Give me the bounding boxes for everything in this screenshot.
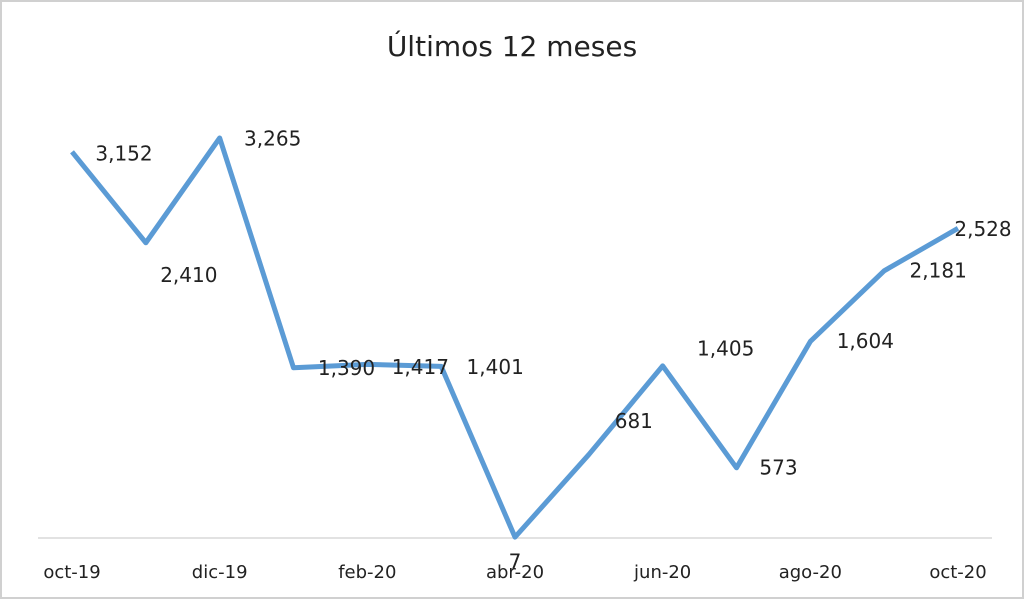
data-label: 7 (509, 550, 522, 574)
x-tick-label: oct-19 (43, 562, 100, 583)
data-label: 573 (759, 455, 797, 479)
x-tick-label: dic-19 (192, 562, 248, 583)
x-tick-label: ago-20 (779, 562, 842, 583)
x-tick-label: feb-20 (338, 562, 396, 583)
data-label: 681 (615, 409, 653, 433)
x-tick-label: oct-20 (929, 562, 986, 583)
data-label: 2,181 (910, 258, 967, 282)
data-label: 1,417 (392, 355, 449, 379)
data-label: 1,401 (467, 355, 524, 379)
data-label: 2,410 (160, 263, 217, 287)
line-series (70, 135, 960, 540)
data-label: 3,152 (95, 141, 152, 165)
data-label: 1,604 (837, 329, 894, 353)
x-tick-label: abr-20 (486, 562, 544, 583)
x-tick-label: jun-20 (633, 562, 691, 583)
chart-title: Últimos 12 meses (387, 29, 637, 63)
data-label: 1,405 (697, 336, 754, 360)
data-label: 2,528 (954, 217, 1011, 241)
data-label: 3,265 (244, 127, 301, 151)
data-label: 1,390 (318, 356, 375, 380)
